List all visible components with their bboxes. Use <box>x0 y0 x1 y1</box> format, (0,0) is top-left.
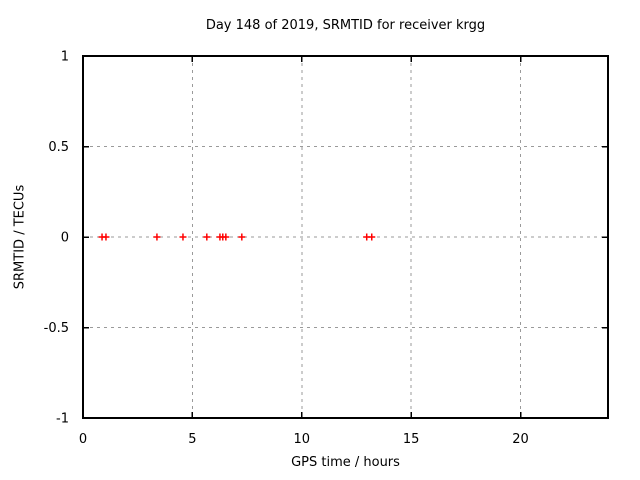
x-tick-label: 15 <box>403 432 420 447</box>
data-point-marker <box>153 233 161 241</box>
x-tick-label: 20 <box>512 432 529 447</box>
data-point-marker <box>368 233 376 241</box>
chart-title: Day 148 of 2019, SRMTID for receiver krg… <box>205 18 486 33</box>
y-tick-label: 0.5 <box>48 140 69 155</box>
data-point-marker <box>203 233 211 241</box>
data-point-marker <box>179 233 187 241</box>
y-tick-label: 1 <box>61 50 69 65</box>
y-tick-label: -1 <box>56 412 69 427</box>
x-tick-label: 10 <box>293 432 310 447</box>
data-point-marker <box>222 233 230 241</box>
data-point-marker <box>102 233 110 241</box>
x-axis-label: GPS time / hours <box>291 455 400 470</box>
x-tick-label: 5 <box>188 432 196 447</box>
x-tick-label: 0 <box>79 432 87 447</box>
y-tick-label: -0.5 <box>44 321 69 336</box>
data-point-marker <box>238 233 246 241</box>
y-tick-label: 0 <box>61 231 69 246</box>
